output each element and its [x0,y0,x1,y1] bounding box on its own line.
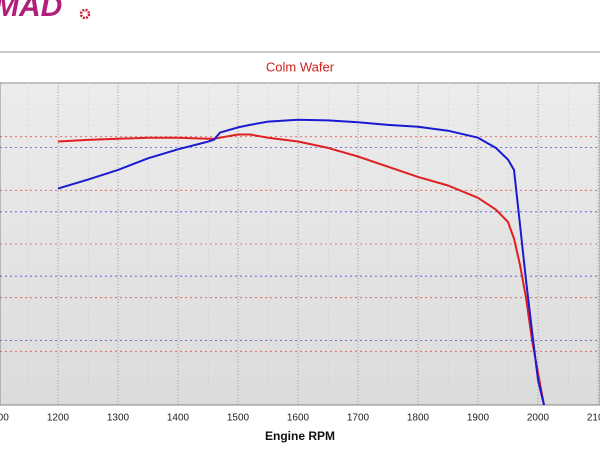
logo-gear [79,8,91,20]
series-line [57,118,545,406]
logo: MAD [0,0,62,23]
chart-title: Colm Wafer [266,59,335,74]
x-tick-label: 1300 [107,413,130,424]
x-tick-label: 2100 [587,413,600,424]
series-line [57,133,545,406]
x-tick-label: 1200 [47,413,70,424]
x-tick-label: 1100 [0,413,9,424]
x-tick-label: 2000 [527,413,550,424]
x-tick-label: 1900 [467,413,490,424]
x-axis-label: Engine RPM [265,429,335,443]
x-tick-label: 1800 [407,413,430,424]
x-tick-label: 1600 [287,413,310,424]
x-tick-label: 1400 [167,413,190,424]
x-tick-label: 1500 [227,413,250,424]
x-tick-label: 1700 [347,413,370,424]
